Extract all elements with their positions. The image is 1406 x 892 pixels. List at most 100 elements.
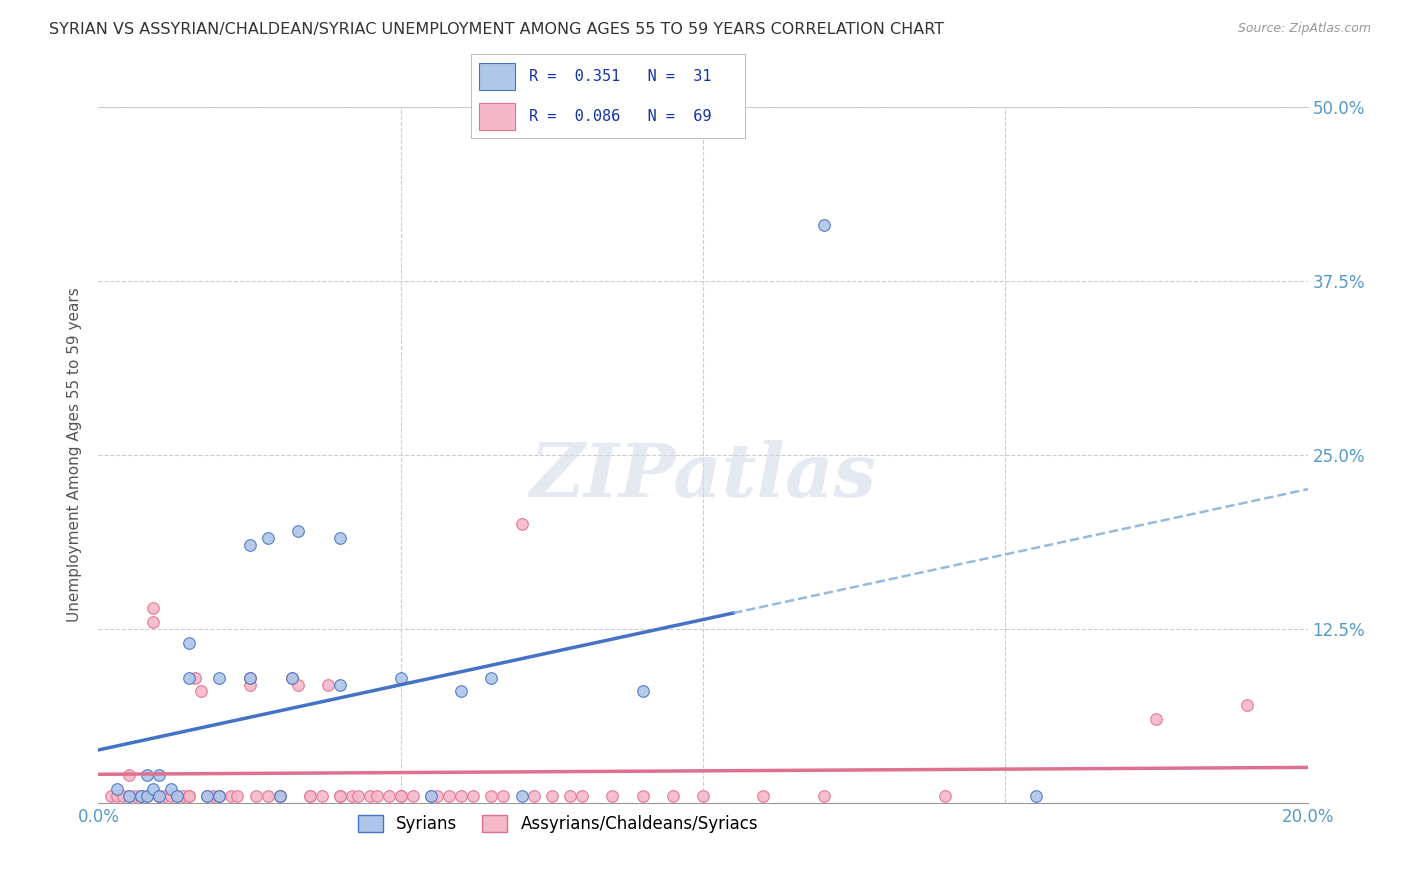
- Y-axis label: Unemployment Among Ages 55 to 59 years: Unemployment Among Ages 55 to 59 years: [67, 287, 83, 623]
- Legend: Syrians, Assyrians/Chaldeans/Syriacs: Syrians, Assyrians/Chaldeans/Syriacs: [352, 808, 765, 839]
- Point: [389, 789, 412, 803]
- Point: [269, 789, 291, 803]
- Point: [510, 789, 533, 803]
- Point: [239, 671, 262, 685]
- Point: [269, 789, 291, 803]
- Point: [360, 789, 382, 803]
- Point: [492, 789, 515, 803]
- Point: [1024, 789, 1046, 803]
- Point: [195, 789, 218, 803]
- Point: [631, 789, 654, 803]
- Point: [239, 671, 262, 685]
- Point: [208, 789, 231, 803]
- Point: [160, 789, 183, 803]
- Point: [239, 677, 262, 691]
- Point: [287, 524, 309, 539]
- Point: [208, 789, 231, 803]
- Point: [281, 671, 304, 685]
- Point: [111, 789, 134, 803]
- Point: [239, 538, 262, 552]
- Point: [402, 789, 425, 803]
- Point: [377, 789, 399, 803]
- Point: [389, 789, 412, 803]
- Point: [389, 671, 412, 685]
- Text: ZIPatlas: ZIPatlas: [530, 440, 876, 512]
- Point: [105, 789, 128, 803]
- Point: [558, 789, 581, 803]
- Point: [166, 789, 188, 803]
- Point: [281, 671, 304, 685]
- Point: [311, 789, 333, 803]
- Point: [142, 601, 165, 615]
- Point: [118, 789, 141, 803]
- Point: [316, 677, 339, 691]
- Point: [100, 789, 122, 803]
- Point: [752, 789, 775, 803]
- Point: [510, 517, 533, 532]
- Point: [602, 789, 624, 803]
- Point: [299, 789, 322, 803]
- Point: [329, 677, 352, 691]
- Text: R =  0.351   N =  31: R = 0.351 N = 31: [529, 69, 711, 84]
- Point: [329, 789, 352, 803]
- Point: [221, 789, 243, 803]
- Point: [813, 789, 835, 803]
- Point: [450, 684, 472, 698]
- Text: R =  0.086   N =  69: R = 0.086 N = 69: [529, 109, 711, 124]
- Point: [463, 789, 485, 803]
- Point: [135, 768, 157, 782]
- Point: [148, 768, 170, 782]
- Bar: [479, 103, 515, 130]
- Point: [426, 789, 449, 803]
- Point: [571, 789, 593, 803]
- Point: [179, 789, 201, 803]
- Point: [118, 768, 141, 782]
- Point: [661, 789, 683, 803]
- Text: SYRIAN VS ASSYRIAN/CHALDEAN/SYRIAC UNEMPLOYMENT AMONG AGES 55 TO 59 YEARS CORREL: SYRIAN VS ASSYRIAN/CHALDEAN/SYRIAC UNEMP…: [49, 22, 945, 37]
- Point: [153, 789, 176, 803]
- Point: [420, 789, 443, 803]
- Point: [142, 781, 165, 796]
- Point: [420, 789, 443, 803]
- Point: [540, 789, 562, 803]
- Point: [1236, 698, 1258, 713]
- Point: [245, 789, 267, 803]
- Point: [813, 219, 835, 233]
- Point: [124, 789, 146, 803]
- Point: [179, 789, 201, 803]
- Point: [692, 789, 714, 803]
- Point: [450, 789, 472, 803]
- Point: [256, 789, 278, 803]
- Point: [208, 789, 231, 803]
- Point: [287, 677, 309, 691]
- Point: [1144, 712, 1167, 726]
- Point: [129, 789, 152, 803]
- Point: [179, 636, 201, 650]
- Point: [172, 789, 194, 803]
- Point: [195, 789, 218, 803]
- Point: [135, 789, 157, 803]
- Point: [329, 789, 352, 803]
- Point: [934, 789, 956, 803]
- Bar: [479, 62, 515, 90]
- Point: [184, 671, 207, 685]
- Point: [226, 789, 249, 803]
- Point: [437, 789, 460, 803]
- Point: [129, 789, 152, 803]
- Point: [160, 781, 183, 796]
- Point: [481, 789, 503, 803]
- Point: [142, 615, 165, 629]
- Text: Source: ZipAtlas.com: Source: ZipAtlas.com: [1237, 22, 1371, 36]
- Point: [118, 789, 141, 803]
- Point: [135, 789, 157, 803]
- Point: [148, 789, 170, 803]
- Point: [366, 789, 388, 803]
- Point: [129, 789, 152, 803]
- Point: [631, 684, 654, 698]
- Point: [166, 789, 188, 803]
- Point: [481, 671, 503, 685]
- Point: [202, 789, 225, 803]
- Point: [190, 684, 212, 698]
- Point: [347, 789, 370, 803]
- Point: [148, 789, 170, 803]
